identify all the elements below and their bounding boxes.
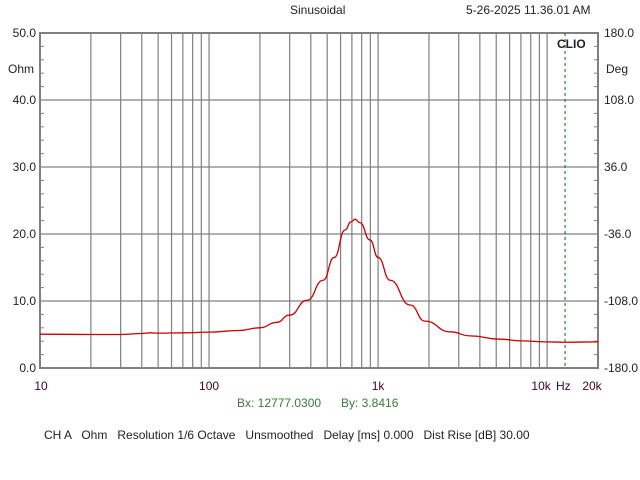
x-tick-label: 1k [371, 379, 385, 393]
cursor-readout-y: By: 3.8416 [341, 396, 399, 410]
x-tick-label: 10 [34, 379, 48, 393]
cursor-readout-x: Bx: 12777.0300 [237, 396, 322, 410]
x-tick-label: 20k [582, 379, 602, 393]
x-tick-label: 100 [199, 379, 220, 393]
y2-axis-unit: Deg [606, 62, 629, 76]
impedance-curve [39, 218, 599, 343]
y-tick-label: 20.0 [12, 227, 36, 241]
y2-tick-label: 36.0 [604, 160, 628, 174]
x-axis-unit: Hz [556, 379, 571, 393]
y-tick-label: 40.0 [12, 93, 36, 107]
y-tick-label: 10.0 [12, 294, 36, 308]
measurement-mode: Sinusoidal [290, 3, 346, 17]
y2-tick-label: 180.0 [604, 26, 635, 40]
y2-tick-label: -36.0 [604, 227, 632, 241]
plot-frame [39, 32, 599, 369]
clio-logo: CLIO [557, 37, 586, 51]
status-bar: CH A Ohm Resolution 1/6 Octave Unsmoothe… [44, 428, 530, 442]
y-axis-unit: Ohm [8, 62, 35, 76]
y-tick-label: 30.0 [12, 160, 36, 174]
y-tick-label: 50.0 [12, 26, 36, 40]
x-tick-label: 10k [531, 379, 551, 393]
y2-tick-label: -108.0 [604, 294, 639, 308]
y2-tick-label: 108.0 [604, 93, 635, 107]
y-tick-label: 0.0 [19, 361, 36, 375]
y2-tick-label: -180.0 [604, 361, 639, 375]
timestamp: 5-26-2025 11.36.01 AM [466, 3, 591, 17]
